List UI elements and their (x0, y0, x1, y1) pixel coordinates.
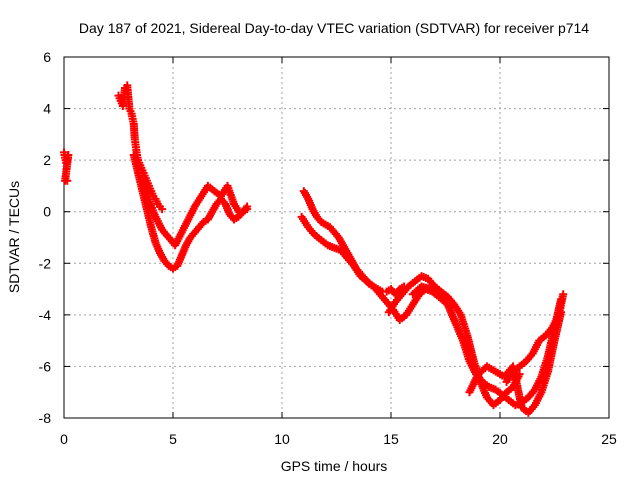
y-tick-label: 2 (43, 152, 51, 168)
y-tick-label: -2 (39, 255, 52, 271)
data-points (60, 81, 568, 417)
data-point-marker (63, 176, 72, 185)
series-p714-a (60, 148, 73, 185)
y-tick-label: -6 (39, 358, 52, 374)
series-p714-j (502, 290, 568, 386)
y-tick-label: 6 (43, 49, 51, 65)
y-tick-label: 4 (43, 101, 51, 117)
data-point-marker (243, 202, 252, 211)
series-p714-i (465, 308, 566, 417)
series-p714-f (297, 212, 457, 325)
y-tick-label: -4 (39, 307, 52, 323)
data-point-marker (158, 205, 167, 214)
series-p714-g (384, 272, 524, 410)
plot-frame (63, 56, 610, 419)
x-tick-label: 15 (383, 431, 399, 447)
y-axis-label: SDTVAR / TECUs (6, 181, 22, 293)
x-tick-label: 0 (60, 431, 68, 447)
data-point-marker (559, 290, 568, 299)
axis-ticks: 0 5 10 15 20 25 -8 -6 -4 -2 0 2 4 6 (39, 49, 617, 447)
series-p714-e (299, 187, 409, 299)
x-tick-label: 10 (274, 431, 290, 447)
series-p714-d (138, 176, 252, 250)
x-tick-label: 5 (169, 431, 177, 447)
y-tick-label: -8 (39, 410, 52, 426)
chart-title: Day 187 of 2021, Sidereal Day-to-day VTE… (79, 20, 589, 36)
x-tick-label: 20 (492, 431, 508, 447)
x-tick-label: 25 (601, 431, 617, 447)
x-axis-label: GPS time / hours (281, 458, 388, 474)
y-tick-label: 0 (43, 204, 51, 220)
